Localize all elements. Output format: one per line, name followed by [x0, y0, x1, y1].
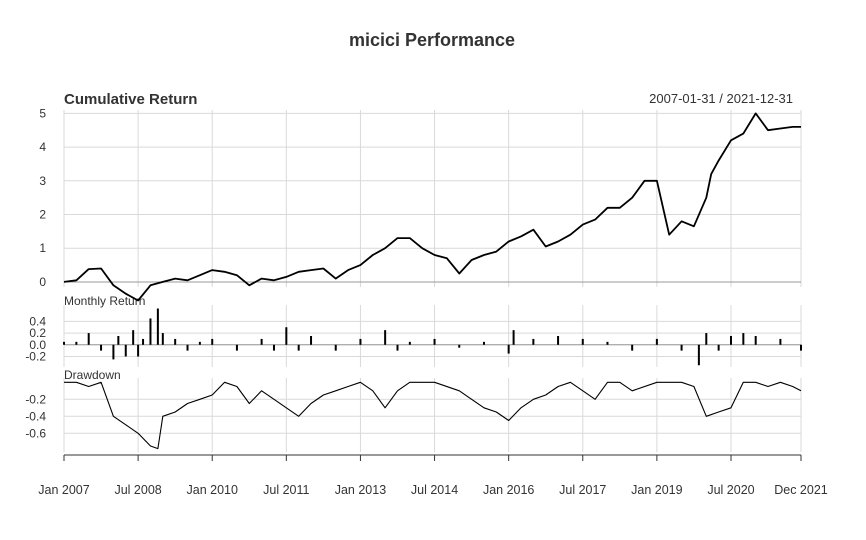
monthly-return-bar — [557, 336, 560, 345]
monthly-return-bar — [174, 338, 177, 345]
monthly-return-bar — [75, 341, 78, 345]
monthly-return-bar — [742, 333, 745, 345]
x-axis-tick-label: Dec 2021 — [774, 483, 828, 497]
monthly-return-bar — [310, 336, 313, 345]
x-axis-tick-label: Jan 2010 — [187, 483, 238, 497]
date-range-label: 2007-01-31 / 2021-12-31 — [649, 91, 793, 106]
monthly-return-bar — [800, 344, 802, 351]
cumulative-ytick-label: 1 — [39, 241, 46, 255]
monthly-return-bar — [260, 338, 263, 345]
x-axis-tick-label: Jan 2016 — [483, 483, 534, 497]
monthly-return-bar — [235, 344, 238, 351]
monthly-return-bar — [117, 336, 120, 345]
drawdown-ytick-label: -0.6 — [25, 426, 46, 440]
x-axis-tick-label: Jan 2007 — [38, 483, 89, 497]
monthly-return-bar — [142, 338, 145, 345]
monthly-return-bar — [729, 336, 732, 345]
monthly-return-bar — [631, 344, 634, 351]
monthly-return-bar — [655, 338, 658, 345]
cumulative-ytick-label: 4 — [39, 140, 46, 154]
monthly-return-bar — [606, 341, 609, 345]
cumulative-ytick-label: 0 — [39, 275, 46, 289]
monthly-return-bar — [297, 344, 300, 351]
x-axis-tick-label: Jan 2013 — [335, 483, 386, 497]
monthly-return-bar — [717, 344, 720, 351]
x-axis-tick-label: Jul 2014 — [411, 483, 458, 497]
monthly-return-bar — [512, 330, 515, 345]
x-axis-tick-label: Jan 2019 — [631, 483, 682, 497]
cumulative-ytick-label: 2 — [39, 208, 46, 222]
monthly-panel: -0.20.00.20.4 — [25, 305, 802, 367]
monthly-return-bar — [156, 308, 159, 345]
monthly-ytick-label: 0.4 — [29, 314, 46, 328]
monthly-return-bar — [112, 344, 115, 360]
monthly-return-bar — [458, 344, 461, 348]
cumulative-panel-title: Cumulative Return — [64, 91, 197, 108]
monthly-return-bar — [272, 344, 275, 351]
x-axis-tick-label: Jul 2020 — [707, 483, 754, 497]
monthly-return-bar — [186, 344, 189, 351]
x-axis-tick-label: Jul 2017 — [559, 483, 606, 497]
monthly-ytick-label: 0.0 — [29, 338, 46, 352]
monthly-return-bar — [384, 330, 387, 345]
chart-title: micici Performance — [349, 30, 515, 50]
cumulative-ytick-label: 5 — [39, 106, 46, 120]
drawdown-ytick-label: -0.2 — [25, 392, 46, 406]
monthly-return-bar — [433, 338, 436, 345]
monthly-return-bar — [408, 341, 411, 345]
monthly-return-bar — [285, 327, 288, 345]
monthly-return-bar — [581, 338, 584, 345]
monthly-panel-title: Monthly Return — [64, 294, 145, 308]
x-axis-tick-label: Jul 2011 — [263, 483, 309, 497]
monthly-return-bar — [507, 344, 510, 354]
monthly-return-bar — [779, 338, 782, 345]
cumulative-series-line — [63, 112, 801, 302]
monthly-return-bar — [680, 344, 683, 351]
monthly-return-bar — [396, 344, 399, 351]
drawdown-series-line — [64, 381, 802, 450]
monthly-return-bar — [754, 336, 757, 345]
monthly-return-bar — [149, 318, 152, 345]
monthly-return-bar — [124, 344, 127, 357]
drawdown-panel-title: Drawdown — [64, 368, 121, 382]
monthly-ytick-label: -0.2 — [25, 349, 46, 363]
cumulative-ytick-label: 3 — [39, 174, 46, 188]
x-axis-tick-label: Jul 2008 — [114, 483, 161, 497]
monthly-return-bar — [198, 341, 201, 345]
drawdown-panel: -0.2 -0.4 -0.6 — [25, 378, 802, 452]
monthly-return-bar — [100, 344, 103, 351]
monthly-return-bar — [132, 330, 135, 345]
x-axis: Jan 2007 Jul 2008 Jan 2010 Jul 2011 Jan 2013… — [38, 454, 828, 497]
monthly-return-bar — [211, 338, 214, 345]
monthly-return-bar — [697, 344, 700, 366]
monthly-return-bar — [334, 344, 337, 351]
cumulative-panel: 0 1 2 3 4 5 — [39, 106, 802, 302]
monthly-return-bar — [137, 344, 140, 357]
monthly-return-bar — [63, 341, 65, 345]
monthly-return-bar — [87, 333, 90, 345]
monthly-ytick-label: 0.2 — [29, 326, 46, 340]
monthly-return-bar — [359, 338, 362, 345]
monthly-return-bar — [482, 341, 485, 345]
monthly-return-bar — [161, 333, 164, 345]
monthly-return-bar — [532, 338, 535, 345]
monthly-return-bar — [705, 333, 708, 345]
drawdown-ytick-label: -0.4 — [25, 409, 46, 423]
